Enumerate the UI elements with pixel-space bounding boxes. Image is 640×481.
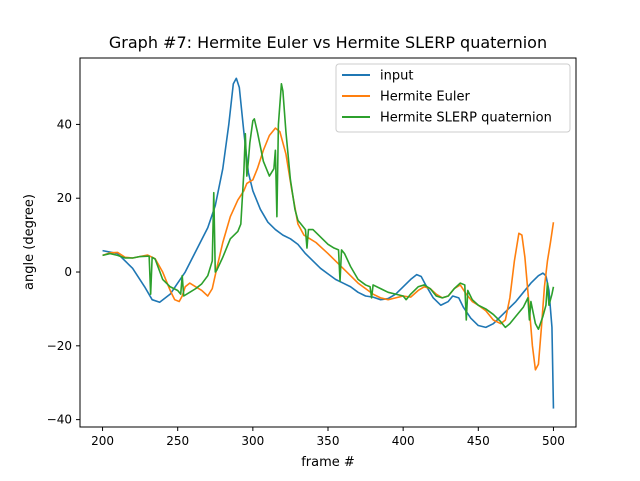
y-axis: −40 −20 0 20 40 xyxy=(47,117,80,427)
x-axis-label: frame # xyxy=(301,455,355,470)
chart-title: Graph #7: Hermite Euler vs Hermite SLERP… xyxy=(109,33,547,52)
y-tick-label: −40 xyxy=(47,413,72,427)
y-tick-label: 0 xyxy=(64,265,72,279)
x-tick-label: 250 xyxy=(166,434,189,448)
series-line-0 xyxy=(102,77,555,409)
x-tick-label: 200 xyxy=(91,434,114,448)
x-tick-label: 450 xyxy=(467,434,490,448)
x-tick-label: 350 xyxy=(317,434,340,448)
x-tick-label: 300 xyxy=(241,434,264,448)
x-tick-label: 500 xyxy=(542,434,565,448)
y-axis-label: angle (degree) xyxy=(22,194,37,290)
legend-label: Hermite Euler xyxy=(380,90,470,105)
x-tick-label: 400 xyxy=(392,434,415,448)
y-tick-label: 40 xyxy=(57,117,72,131)
legend: input Hermite Euler Hermite SLERP quaterni… xyxy=(335,63,571,133)
legend-box xyxy=(335,63,571,133)
legend-label: input xyxy=(380,69,413,84)
series-line-1 xyxy=(102,127,555,371)
x-axis: 200 250 300 350 400 450 500 xyxy=(91,427,565,448)
legend-label: Hermite SLERP quaternion xyxy=(380,111,552,126)
series-lines xyxy=(102,77,555,409)
y-tick-label: −20 xyxy=(47,339,72,353)
y-tick-label: 20 xyxy=(57,191,72,205)
series-line-2 xyxy=(102,83,555,331)
